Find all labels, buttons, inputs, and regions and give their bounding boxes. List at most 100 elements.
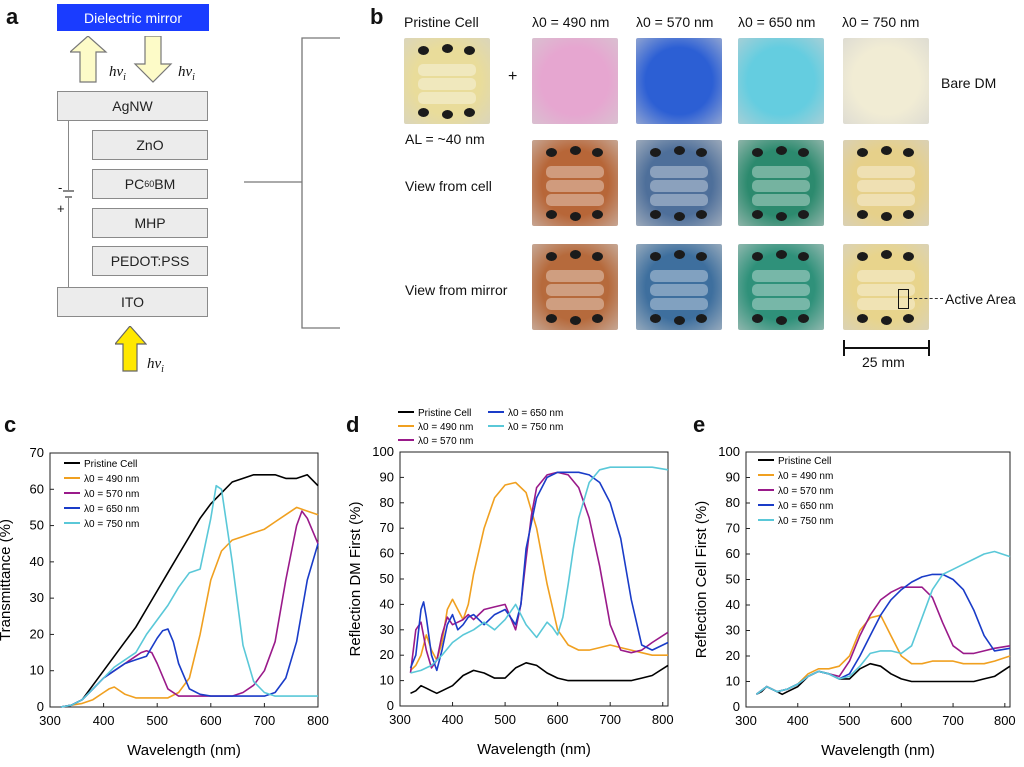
contact-pad — [903, 314, 914, 323]
active-area-box — [898, 289, 909, 309]
arrow-up-icon — [70, 36, 108, 83]
hv-label-right: hνi — [178, 64, 195, 83]
tile-bare-dm-1 — [636, 38, 722, 124]
y-tick-label: 0 — [37, 699, 44, 714]
y-tick-label: 50 — [726, 572, 740, 587]
panel-letter-b: b — [370, 4, 384, 29]
contact-pad — [418, 108, 429, 117]
electrode-stripe — [857, 298, 915, 310]
tile-bare-dm-2 — [738, 38, 824, 124]
electrode-stripe — [418, 92, 476, 104]
tile-view-mirror-1 — [636, 244, 722, 330]
legend-label-0: Pristine Cell — [778, 456, 831, 467]
x-tick-label: 300 — [389, 712, 411, 727]
contact-pad — [650, 314, 661, 323]
active-area-leader — [909, 298, 943, 299]
series-line-2 — [409, 471, 669, 674]
legend-label-4: λ0 = 750 nm — [84, 519, 139, 530]
series-line-0 — [756, 662, 1011, 696]
electrode-stripe — [418, 64, 476, 76]
contact-pad — [752, 314, 763, 323]
legend-label-4: λ0 = 750 nm — [778, 516, 833, 527]
contact-pad — [881, 212, 892, 221]
hv-label-left: hνi — [109, 64, 126, 83]
contact-pad — [752, 252, 763, 261]
tile-view-mirror-0 — [532, 244, 618, 330]
legend-label-3: λ0 = 650 nm — [84, 504, 139, 515]
contact-pad — [546, 210, 557, 219]
contact-pad — [857, 314, 868, 323]
legend-label-0: Pristine Cell — [418, 408, 471, 419]
contact-pad — [674, 250, 685, 259]
x-tick-label: 700 — [254, 713, 276, 728]
panel-connector-bracket — [244, 37, 340, 329]
x-tick-label: 800 — [652, 712, 674, 727]
contact-pad — [881, 146, 892, 155]
series-line-1 — [755, 614, 1011, 695]
header-pristine-cell: Pristine Cell — [404, 14, 479, 30]
contact-pad — [696, 210, 707, 219]
x-tick-label: 700 — [599, 712, 621, 727]
electrode-stripe — [650, 166, 708, 178]
contact-pad — [570, 316, 581, 325]
series-line-2 — [755, 586, 1011, 695]
x-tick-label: 500 — [494, 712, 516, 727]
electrode-stripe — [650, 298, 708, 310]
contact-pad — [752, 210, 763, 219]
tile-view-cell-1 — [636, 140, 722, 226]
tile-view-cell-3 — [843, 140, 929, 226]
x-tick-label: 800 — [307, 713, 329, 728]
panel-letter-c: c — [4, 412, 17, 437]
header-750: λ0 = 750 nm — [842, 14, 920, 30]
tile-view-cell-0 — [532, 140, 618, 226]
electrode-stripe — [857, 284, 915, 296]
y-tick-label: 50 — [380, 571, 394, 586]
contact-pad — [903, 210, 914, 219]
y-tick-label: 70 — [380, 520, 394, 535]
contact-pad — [696, 252, 707, 261]
panel-letter-e: e — [693, 412, 706, 437]
x-tick-label: 700 — [942, 713, 964, 728]
chart-transmittance: 300 400 500 600 700 800 0 10 20 30 40 50 60 70 Wavelen… — [0, 445, 329, 759]
tile-view-cell-2 — [738, 140, 824, 226]
panel-letter-a: a — [6, 4, 19, 29]
electrode-stripe — [418, 78, 476, 90]
chart-reflection-cell-first: 300 400 500 600 700 800 0 10 20 30 40 50 60 70 80 90 100… — [693, 444, 1016, 759]
contact-pad — [592, 252, 603, 261]
electrode-stripe — [546, 298, 604, 310]
layer-pcbm: PC 60 BM — [92, 169, 208, 199]
series-line-0 — [410, 662, 669, 695]
layer-mhp: MHP — [92, 208, 208, 238]
legend-label-2: λ0 = 570 nm — [418, 436, 473, 447]
tile-pristine-cell — [404, 38, 490, 124]
x-axis-label: Wavelength (nm) — [477, 741, 591, 758]
y-tick-label: 30 — [30, 590, 44, 605]
electrode-stripe — [752, 284, 810, 296]
legend-label-3: λ0 = 650 nm — [508, 408, 563, 419]
y-tick-label: 10 — [726, 674, 740, 689]
electrode-stripe — [857, 180, 915, 192]
y-tick-label: 20 — [726, 648, 740, 663]
scale-bar-label: 25 mm — [862, 354, 905, 370]
y-tick-label: 20 — [30, 626, 44, 641]
y-tick-label: 10 — [380, 673, 394, 688]
contact-pad — [546, 148, 557, 157]
series-line-3 — [409, 471, 669, 672]
electrode-stripe — [546, 180, 604, 192]
y-axis-label: Reflection DM First (%) — [347, 501, 364, 656]
y-tick-label: 30 — [380, 622, 394, 637]
contact-pad — [776, 146, 787, 155]
y-tick-label: 100 — [718, 444, 740, 459]
x-tick-label: 600 — [547, 712, 569, 727]
series-line-3 — [60, 543, 319, 708]
scale-bar — [843, 347, 930, 349]
battery-plus: + — [57, 201, 65, 216]
y-tick-label: 80 — [726, 495, 740, 510]
y-tick-label: 70 — [726, 521, 740, 536]
contact-pad — [592, 148, 603, 157]
x-tick-label: 300 — [735, 713, 757, 728]
series-line-1 — [60, 506, 319, 708]
contact-pad — [546, 314, 557, 323]
layer-agnw: AgNW — [57, 91, 208, 121]
y-tick-label: 90 — [380, 469, 394, 484]
